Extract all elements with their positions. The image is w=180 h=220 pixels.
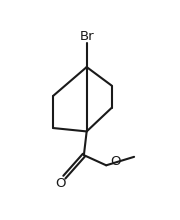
Text: Br: Br	[79, 30, 94, 43]
Text: O: O	[55, 178, 65, 191]
Text: O: O	[111, 155, 121, 169]
